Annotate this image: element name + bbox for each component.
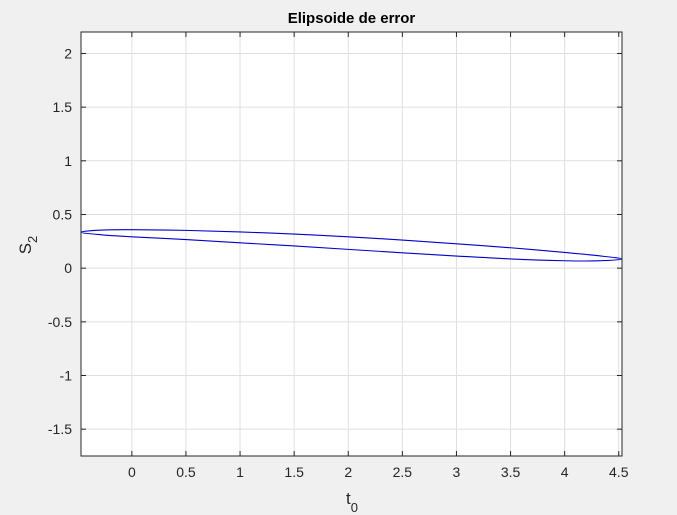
chart-title: Elipsoide de error (288, 10, 416, 27)
y-tick-label: 0.5 (53, 206, 73, 222)
x-tick-label: 1.5 (284, 464, 304, 480)
x-tick-label: 0.5 (176, 464, 196, 480)
x-tick-label: 4.5 (609, 464, 629, 480)
x-tick-label: 2 (344, 464, 352, 480)
x-axis-label: t0 (346, 489, 358, 515)
grid-lines (81, 32, 622, 456)
x-tick-label: 0 (128, 464, 136, 480)
plot-area (81, 32, 622, 456)
plot-frame (80, 31, 623, 457)
y-axis-label-main: S (16, 243, 35, 254)
y-tick-label: -0.5 (48, 314, 72, 330)
y-tick-label: 1.5 (53, 99, 73, 115)
x-tick-labels: 0 0.5 1 1.5 2 2.5 3 3.5 4 4.5 (128, 464, 629, 480)
y-tick-labels: -1.5 -1 -0.5 0 0.5 1 1.5 2 (48, 45, 72, 437)
y-axis-label: S2 (16, 236, 40, 255)
y-tick-label: 0 (64, 260, 72, 276)
y-tick-label: -1 (60, 367, 73, 383)
y-tick-label: -1.5 (48, 421, 72, 437)
y-tick-label: 1 (64, 153, 72, 169)
x-tick-label: 2.5 (393, 464, 413, 480)
x-tick-label: 3 (453, 464, 461, 480)
x-axis-label-main: t (346, 489, 351, 508)
x-axis-label-subscript: 0 (351, 500, 358, 515)
y-axis-label-subscript: 2 (25, 236, 40, 243)
x-tick-label: 4 (561, 464, 569, 480)
y-tick-label: 2 (64, 45, 72, 61)
x-tick-label: 1 (236, 464, 244, 480)
x-tick-label: 3.5 (501, 464, 521, 480)
tick-marks (81, 32, 622, 456)
